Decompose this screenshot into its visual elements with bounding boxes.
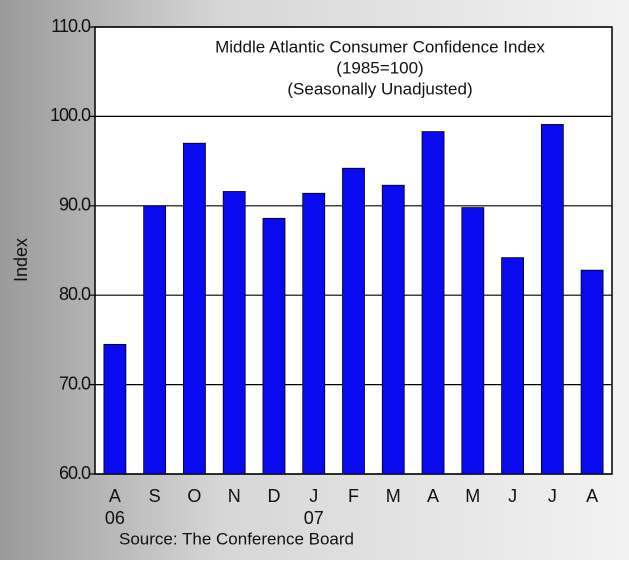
bar	[461, 207, 485, 475]
x-tick-label: J	[548, 486, 557, 506]
y-tick-label: 80.0	[59, 284, 91, 304]
x-tick-label: J	[309, 486, 318, 506]
x-tick-label: S	[149, 486, 161, 506]
y-tick-label: 110.0	[51, 16, 91, 36]
x-tick-label: A	[586, 486, 598, 506]
bar	[183, 142, 206, 475]
source: Source: The Conference Board	[119, 529, 354, 548]
x-tick-label: M	[465, 486, 480, 506]
bar	[222, 191, 246, 475]
x-tick-label: N	[228, 486, 241, 506]
chart-title: Middle Atlantic Consumer Confidence Inde…	[215, 37, 545, 56]
x-tick-label: F	[348, 486, 359, 506]
y-tick-label: 60.0	[59, 463, 91, 483]
x-tick-sublabel: 06	[105, 508, 125, 528]
y-axis-label: Index	[11, 238, 31, 282]
x-tick-label: A	[109, 486, 121, 506]
bar	[501, 257, 524, 475]
x-tick-label: D	[267, 486, 280, 506]
bar	[302, 192, 326, 475]
chart-subtitle: (Seasonally Unadjusted)	[287, 79, 472, 98]
y-tick-label: 90.0	[59, 195, 91, 215]
bar	[421, 131, 445, 475]
chart-subtitle: (1985=100)	[336, 58, 423, 77]
bar	[580, 269, 604, 475]
bar	[381, 184, 405, 475]
y-tick-label: 100.0	[50, 105, 91, 125]
bar	[540, 124, 564, 475]
bar	[262, 217, 286, 475]
x-tick-label: O	[187, 486, 201, 506]
bar	[342, 167, 365, 475]
x-tick-label: M	[386, 486, 401, 506]
x-tick-sublabel: 07	[304, 508, 324, 528]
bar	[103, 343, 127, 475]
x-tick-label: A	[427, 486, 439, 506]
x-tick-label: J	[508, 486, 517, 506]
bar	[143, 205, 167, 475]
y-tick-label: 70.0	[59, 373, 91, 393]
